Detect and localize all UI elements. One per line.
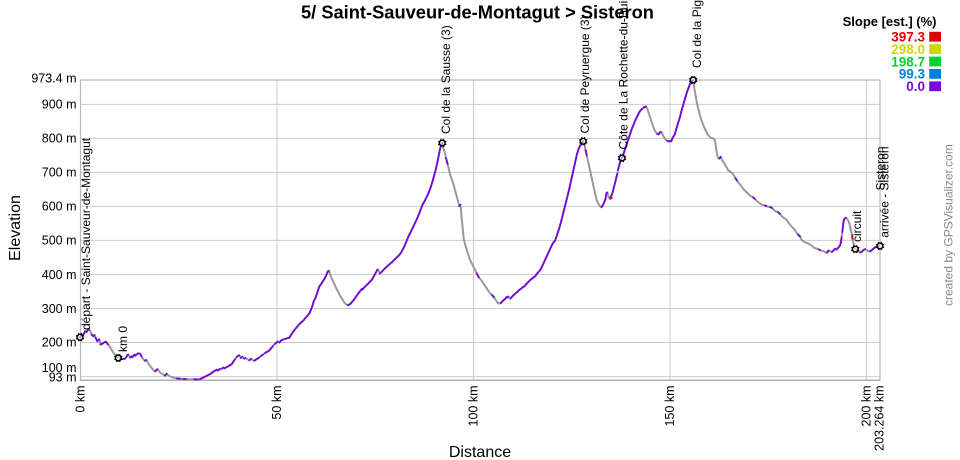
svg-text:500 m: 500 m (42, 234, 77, 248)
svg-text:Elevation: Elevation (7, 195, 24, 261)
svg-text:298.0: 298.0 (891, 42, 925, 57)
svg-text:99.3: 99.3 (899, 67, 926, 82)
svg-text:0 km: 0 km (74, 386, 88, 413)
svg-text:600 m: 600 m (42, 200, 77, 214)
svg-text:200 km: 200 km (860, 386, 874, 427)
svg-text:0.0: 0.0 (906, 79, 925, 94)
svg-text:93 m: 93 m (49, 370, 77, 384)
svg-text:50 km: 50 km (270, 386, 284, 420)
svg-text:200 m: 200 m (42, 335, 77, 349)
svg-text:973.4 m: 973.4 m (31, 72, 76, 86)
svg-text:900 m: 900 m (42, 98, 77, 112)
svg-text:Sisteron: Sisteron (874, 146, 888, 190)
svg-text:départ - Saint-Sauveur-de-Mont: départ - Saint-Sauveur-de-Montagut (79, 137, 93, 330)
svg-text:Distance: Distance (449, 444, 511, 460)
svg-text:198.7: 198.7 (891, 54, 925, 69)
svg-text:created by GPSVisualizer.com: created by GPSVisualizer.com (942, 144, 956, 306)
svg-text:100 km: 100 km (467, 386, 481, 427)
svg-text:397.3: 397.3 (891, 30, 925, 45)
svg-text:Col de Peyruergue (3): Col de Peyruergue (3) (578, 15, 592, 133)
svg-text:circuit: circuit (850, 210, 864, 242)
svg-text:Col de la Sausse (3): Col de la Sausse (3) (439, 25, 453, 134)
svg-text:150 km: 150 km (663, 386, 677, 427)
svg-text:203.264 km: 203.264 km (873, 386, 887, 451)
svg-text:700 m: 700 m (42, 166, 77, 180)
svg-text:Slope [est.] (%): Slope [est.] (%) (843, 14, 937, 29)
svg-text:5/ Saint-Sauveur-de-Montagut >: 5/ Saint-Sauveur-de-Montagut > Sisteron (301, 1, 654, 22)
svg-text:Côte de La Rochette-du-Buis: Côte de La Rochette-du-Buis (617, 0, 631, 150)
svg-text:Col de la Pigière (1): Col de la Pigière (1) (690, 0, 704, 68)
svg-text:100 m: 100 m (42, 361, 77, 375)
svg-text:800 m: 800 m (42, 132, 77, 146)
svg-text:400 m: 400 m (42, 268, 77, 282)
svg-text:arrivée - Sisteron: arrivée - Sisteron (878, 146, 892, 237)
svg-text:300 m: 300 m (42, 302, 77, 316)
svg-text:km 0: km 0 (116, 326, 130, 352)
